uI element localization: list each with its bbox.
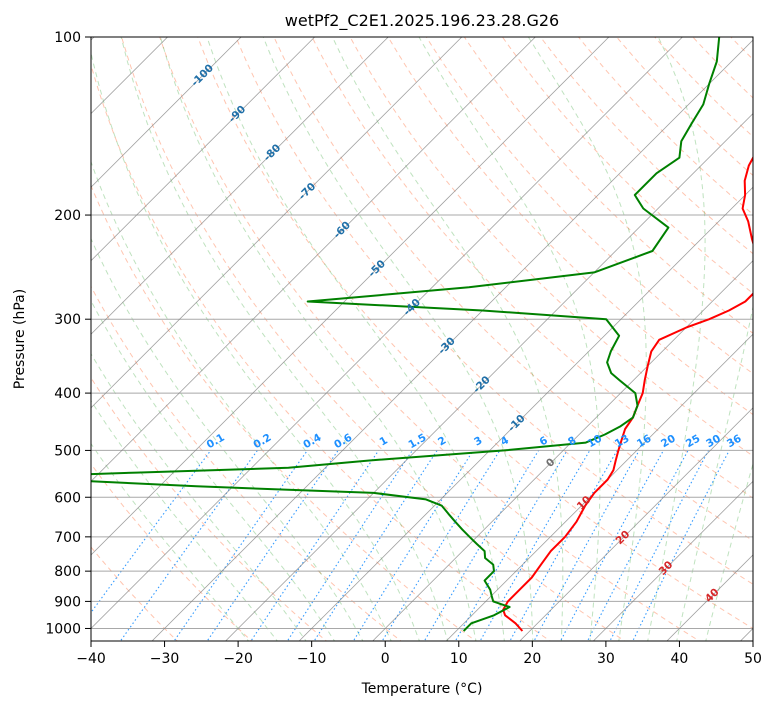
dry-adiabat [91,63,552,641]
mixing-ratio-line [586,450,689,641]
dry-adiabat [387,37,753,416]
y-axis: 100 200 300 400 500 600 700 800 900 1000 [45,30,91,637]
y-tick-label: 700 [54,530,81,546]
dewpoint-line [91,37,721,632]
isotherm-line [91,37,683,630]
mixing-ratio-line [173,450,308,641]
x-tick-label: 50 [744,651,762,667]
plot-background [91,37,753,641]
x-tick-label: −10 [297,651,327,667]
moist-adiabat [120,37,449,641]
dry-adiabat [91,285,402,641]
y-tick-label: 900 [54,594,81,610]
dry-adiabat [349,37,753,457]
moist-adiabat [91,399,278,641]
x-tick-label: −40 [76,651,106,667]
dry-adiabat [273,37,753,542]
series-lines [91,37,753,632]
dry-adiabat [654,37,753,138]
mixing-ratio-line [250,450,380,641]
isotherm-line [91,37,242,188]
y-tick-label: 800 [54,564,81,580]
x-axis: −40 −30 −20 −10 0 10 20 30 40 50 [76,641,762,667]
y-tick-label: 300 [54,312,81,328]
dry-adiabat [756,24,775,644]
mixing-ratio-line [313,450,438,641]
x-tick-label: −20 [223,651,253,667]
isotherm-line [225,113,753,641]
moist-adiabat [527,37,647,641]
isotherm-line [91,37,315,262]
isotherm-line [445,333,753,641]
isotherm-line [91,37,536,482]
dry-adiabat [159,37,701,641]
isotherm-line [298,186,753,641]
dry-adiabat [197,37,753,630]
moist-adiabat [159,37,477,641]
x-tick-label: 0 [381,651,390,667]
mixing-ratio-line [206,450,339,641]
x-tick-label: −30 [150,651,180,667]
y-tick-label: 100 [54,30,81,46]
mixing-ratio-line [559,450,664,641]
x-tick-label: 30 [597,651,615,667]
moist-adiabat [647,37,706,641]
x-tick-label: 10 [450,651,468,667]
y-tick-label: 1000 [45,621,81,637]
mixing-ratio-line [454,450,568,641]
mixing-ratio-line [381,450,501,641]
y-tick-label: 200 [54,208,81,224]
isotherm-line [91,37,610,556]
temperature-line [502,155,753,632]
background-lines [91,24,775,644]
plot-frame [90,36,754,642]
isotherm-line [593,480,753,641]
moist-adiabat [331,37,564,641]
dry-adiabat [311,37,753,499]
isotherm-line [519,407,753,641]
mixing-ratio-line [286,450,413,641]
y-axis-label: Pressure (hPa) [12,289,28,389]
x-tick-label: 40 [671,651,689,667]
mixing-ratio-line [352,450,474,641]
isotherm-line [151,39,753,641]
y-tick-label: 400 [54,386,81,402]
isotherm-line [91,37,463,409]
mixing-ratio-line [119,450,258,641]
isotherm-line [91,37,389,335]
y-tick-label: 500 [54,443,81,459]
y-tick-label: 600 [54,490,81,506]
mixing-ratio-line [91,450,212,614]
dry-adiabat [91,463,253,641]
x-tick-label: 20 [523,651,541,667]
mixing-ratio-line [609,450,709,641]
x-axis-label: Temperature (°C) [361,681,483,697]
chart-title: wetPf2_C2E1.2025.196.23.28.G26 [285,11,559,31]
